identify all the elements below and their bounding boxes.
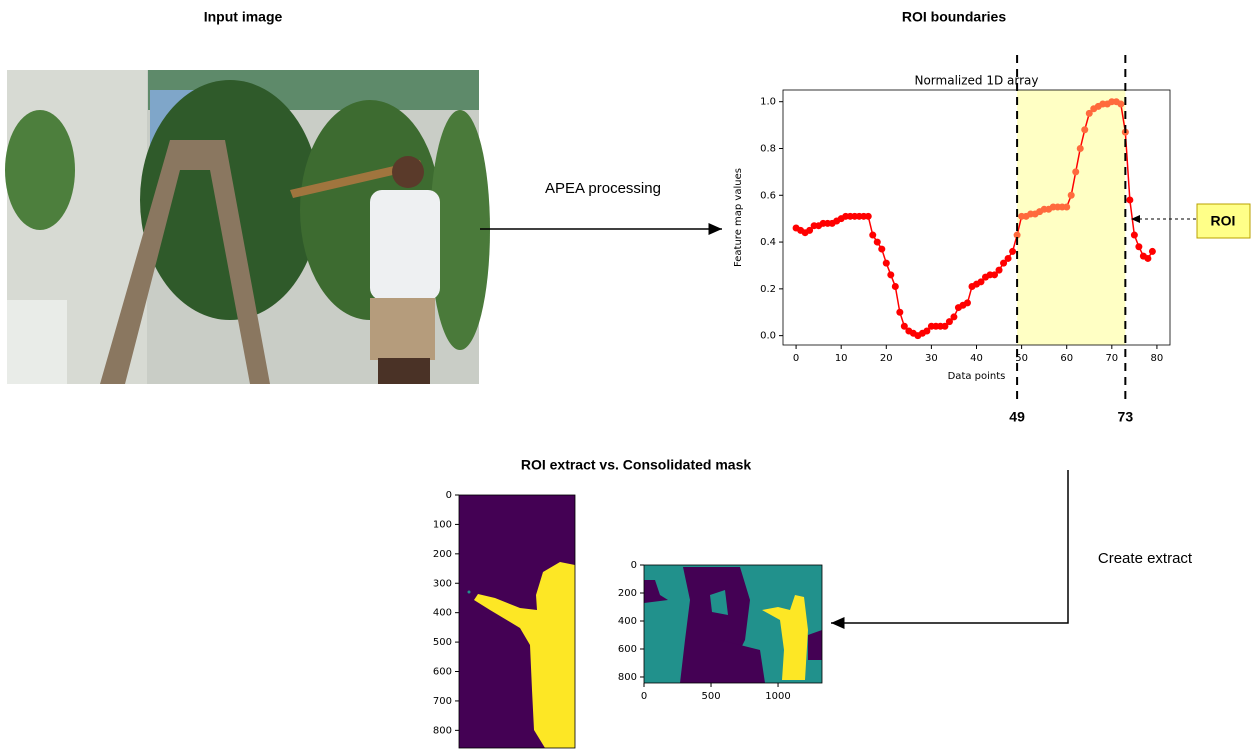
x-tick-label: 80 — [1151, 353, 1164, 364]
consolidated-mask-image — [644, 565, 822, 683]
roi-boundary-label: 73 — [1118, 409, 1134, 425]
data-point — [883, 260, 890, 267]
y-tick-label: 700 — [433, 696, 452, 707]
data-point — [1081, 126, 1088, 133]
line-chart: Normalized 1D array Data points Feature ma… — [733, 55, 1170, 425]
y-tick-label: 0.4 — [760, 237, 776, 248]
y-tick-label: 500 — [433, 637, 452, 648]
x-tick-label: 20 — [880, 353, 893, 364]
y-tick-label: 400 — [618, 616, 637, 627]
data-point — [1068, 192, 1075, 199]
roi-mask-image — [459, 495, 575, 748]
data-point — [1135, 243, 1142, 250]
y-tick-label: 800 — [433, 725, 452, 736]
diagram: Input image ROI boundaries ROI extract v… — [0, 0, 1253, 751]
y-tick-label: 0 — [631, 560, 637, 571]
data-point — [996, 267, 1003, 274]
x-tick-label: 1000 — [765, 691, 790, 702]
x-tick-label: 0 — [793, 353, 799, 364]
y-tick-label: 0.2 — [760, 284, 776, 295]
x-tick-label: 30 — [925, 353, 938, 364]
data-point — [1126, 196, 1133, 203]
data-point — [1149, 248, 1156, 255]
y-tick-label: 400 — [433, 608, 452, 619]
x-tick-label: 60 — [1060, 353, 1073, 364]
data-point — [950, 313, 957, 320]
data-point — [869, 232, 876, 239]
y-tick-label: 200 — [433, 549, 452, 560]
roi-callout: ROI — [1211, 213, 1236, 229]
data-point — [878, 246, 885, 253]
data-point — [1077, 145, 1084, 152]
y-tick-label: 0.0 — [760, 331, 776, 342]
edge-label: Create extract — [1098, 550, 1193, 567]
edge-label: APEA processing — [545, 180, 661, 197]
y-tick-label: 0.6 — [760, 190, 776, 201]
y-tick-label: 0 — [446, 490, 452, 501]
x-axis-label: Data points — [948, 371, 1006, 382]
roi-boundary-label: 49 — [1009, 409, 1025, 425]
x-tick-label: 500 — [701, 691, 720, 702]
x-tick-label: 0 — [641, 691, 647, 702]
chart-title: Normalized 1D array — [914, 74, 1038, 88]
y-tick-label: 200 — [618, 588, 637, 599]
x-tick-label: 10 — [835, 353, 848, 364]
data-point — [1117, 101, 1124, 108]
y-tick-label: 600 — [618, 644, 637, 655]
data-point — [1005, 255, 1012, 262]
input-photo — [5, 70, 490, 384]
y-tick-label: 100 — [433, 519, 452, 530]
data-point — [1144, 255, 1151, 262]
y-tick-label: 600 — [433, 667, 452, 678]
x-tick-label: 70 — [1105, 353, 1118, 364]
extract-title: ROI extract vs. Consolidated mask — [521, 457, 752, 473]
data-point — [896, 309, 903, 316]
data-point — [964, 299, 971, 306]
data-point — [887, 271, 894, 278]
y-tick-label: 0.8 — [760, 143, 776, 154]
data-point — [1131, 232, 1138, 239]
data-point — [1009, 248, 1016, 255]
data-point — [874, 239, 881, 246]
data-point — [1072, 168, 1079, 175]
y-tick-label: 1.0 — [760, 97, 776, 108]
y-tick-label: 300 — [433, 578, 452, 589]
y-tick-label: 800 — [618, 672, 637, 683]
arrow — [831, 470, 1068, 623]
y-axis-label: Feature map values — [733, 168, 744, 267]
data-point — [892, 283, 899, 290]
data-point — [1063, 203, 1070, 210]
roi-region — [1017, 90, 1125, 345]
data-point — [865, 213, 872, 220]
roi-title: ROI boundaries — [902, 9, 1006, 25]
x-tick-label: 40 — [970, 353, 983, 364]
input-title: Input image — [204, 9, 283, 25]
